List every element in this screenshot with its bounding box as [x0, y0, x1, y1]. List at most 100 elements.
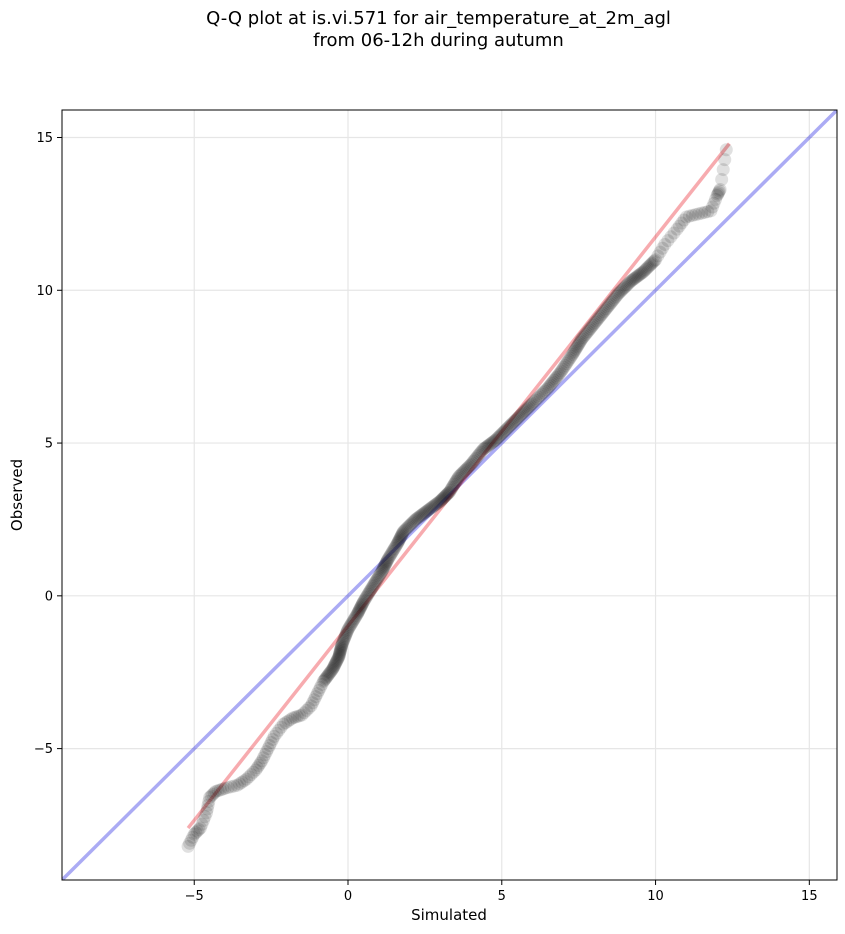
qq-point [485, 436, 499, 450]
qq-point [332, 648, 346, 661]
qq-point [353, 602, 367, 616]
qq-point [576, 331, 590, 345]
qq-point [187, 827, 201, 841]
qq-point [309, 690, 323, 704]
qq-point [538, 384, 552, 398]
qq-point [340, 626, 354, 639]
qq-point [321, 668, 335, 682]
qq-point [471, 448, 485, 462]
qq-point [224, 780, 238, 794]
qq-point [588, 315, 602, 329]
qq-point [620, 278, 634, 292]
qq-point [556, 362, 570, 376]
qq-point [614, 284, 628, 298]
qq-point [593, 309, 607, 323]
qq-point [412, 510, 426, 524]
qq-point [391, 536, 405, 550]
y-tick-label: −5 [34, 742, 53, 757]
qq-point [624, 274, 638, 288]
qq-point [209, 784, 223, 798]
qq-point [689, 208, 703, 222]
qq-point [216, 782, 230, 796]
qq-point [410, 512, 424, 526]
qq-point [246, 765, 260, 779]
qq-point [327, 659, 341, 672]
qq-point [198, 810, 212, 824]
qq-point [562, 353, 576, 367]
plot-frame [61, 109, 838, 881]
qq-point [636, 265, 650, 279]
qq-point [302, 701, 316, 715]
qq-point [396, 525, 410, 539]
qq-point [500, 422, 514, 436]
qq-point [474, 445, 488, 459]
qq-point [640, 261, 654, 275]
qq-point [450, 473, 464, 487]
qq-point [221, 781, 235, 795]
qq-point [350, 607, 364, 621]
qq-point [454, 467, 468, 481]
qq-point [455, 466, 469, 480]
qq-point [685, 208, 699, 222]
qq-point [416, 507, 430, 521]
qq-point [664, 230, 678, 244]
qq-point [444, 482, 458, 496]
qq-point [615, 283, 629, 297]
qq-point [411, 511, 425, 525]
qq-point [510, 412, 524, 426]
qq-point [621, 277, 635, 291]
qq-point [476, 442, 490, 456]
qq-point [718, 153, 732, 167]
qq-point [399, 522, 413, 536]
qq-point [372, 569, 386, 583]
qq-point [380, 555, 394, 569]
qq-point [492, 429, 506, 443]
qq-point [249, 763, 263, 777]
qq-point [566, 346, 580, 360]
qq-point [489, 433, 503, 447]
qq-point [218, 781, 232, 795]
qq-point [318, 672, 332, 686]
identity-line [62, 110, 837, 880]
qq-point [535, 387, 549, 401]
qq-point [581, 325, 595, 339]
reference-lines [62, 110, 837, 880]
qq-point [391, 534, 405, 548]
qq-point [430, 497, 444, 511]
qq-point [441, 487, 455, 501]
qq-point [396, 526, 410, 540]
qq-point [484, 437, 498, 451]
qq-point [567, 344, 581, 358]
qq-point [338, 630, 352, 644]
qq-point [426, 500, 440, 514]
qq-point [347, 613, 361, 627]
x-tick-label: 10 [647, 889, 664, 904]
qq-point [200, 802, 214, 816]
qq-point [536, 386, 550, 400]
qq-point [431, 496, 445, 510]
qq-point [710, 189, 724, 203]
qq-point [542, 380, 556, 394]
qq-point [445, 480, 459, 494]
qq-point [561, 355, 575, 369]
qq-point [377, 560, 391, 573]
qq-point [601, 300, 615, 314]
qq-point [440, 488, 454, 502]
qq-point [705, 200, 719, 214]
qq-point [427, 499, 441, 513]
qq-point [572, 337, 586, 351]
qq-point [264, 736, 278, 749]
qq-point [498, 423, 512, 437]
qq-point [479, 440, 493, 454]
qq-point [598, 303, 612, 317]
qq-point [437, 490, 451, 504]
qq-point [409, 512, 423, 526]
qq-point [349, 609, 363, 623]
qq-point [320, 670, 334, 683]
qq-point [339, 629, 353, 643]
qq-point [433, 494, 447, 508]
qq-point [358, 592, 372, 606]
qq-point [716, 163, 730, 177]
qq-point [370, 572, 384, 586]
qq-point [351, 605, 365, 619]
